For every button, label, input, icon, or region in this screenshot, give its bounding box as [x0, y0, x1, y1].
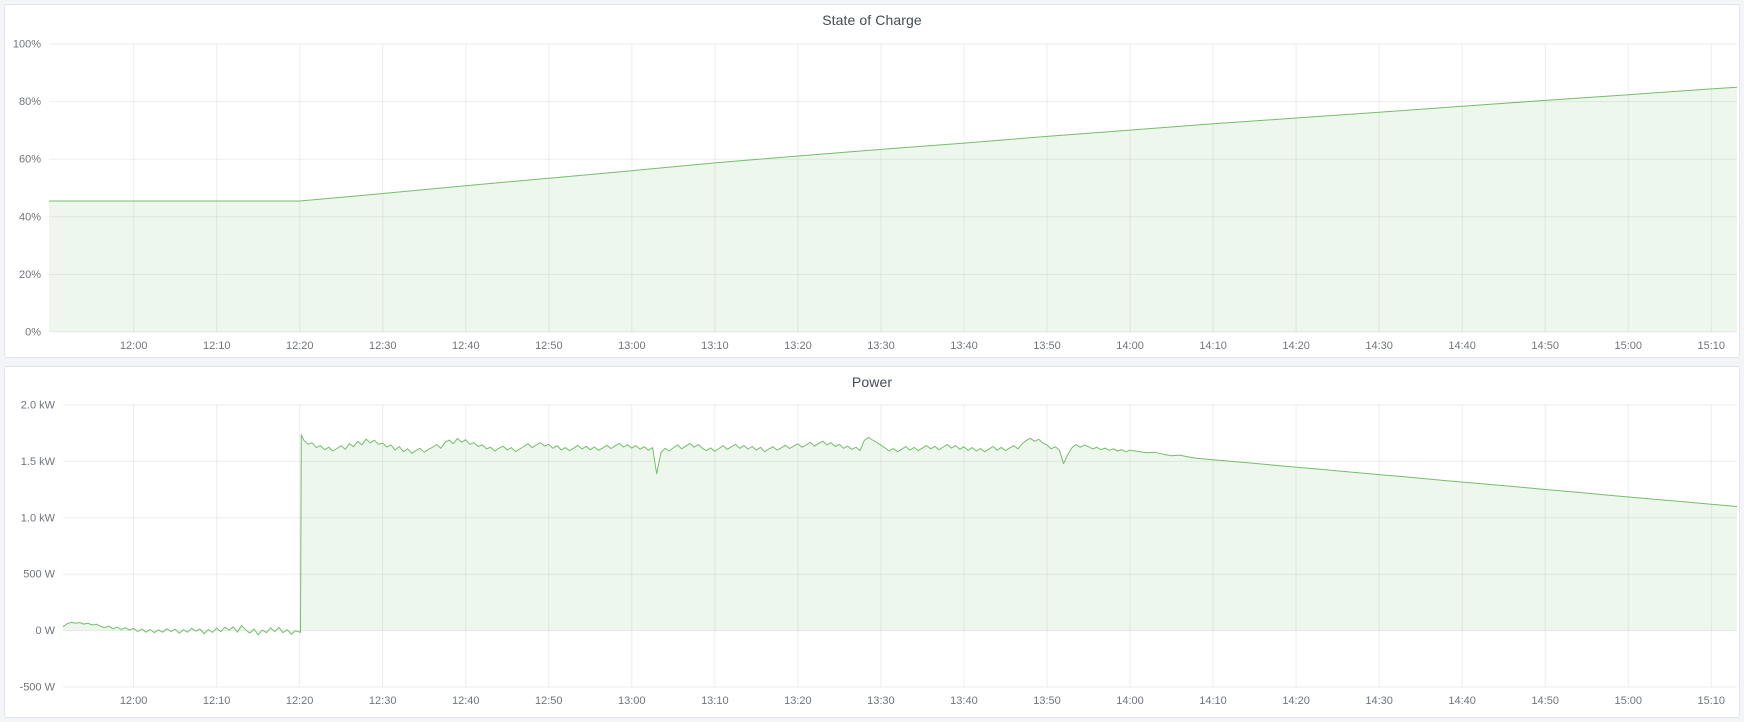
- x-tick-label: 14:20: [1282, 340, 1310, 352]
- x-tick-label: 12:00: [120, 695, 148, 707]
- x-tick-label: 13:00: [618, 340, 646, 352]
- x-tick-label: 13:50: [1033, 695, 1061, 707]
- x-tick-label: 13:40: [950, 340, 978, 352]
- y-tick-label: 0%: [25, 327, 41, 339]
- series-line: [49, 86, 1738, 202]
- y-tick-label: 0 W: [35, 625, 55, 637]
- x-tick-label: 12:00: [120, 340, 148, 352]
- x-tick-label: 15:10: [1697, 695, 1725, 707]
- y-tick-label: -500 W: [20, 682, 56, 694]
- x-tick-label: 15:00: [1614, 695, 1642, 707]
- x-tick-label: 12:10: [203, 695, 231, 707]
- x-tick-label: 13:50: [1033, 340, 1061, 352]
- x-tick-label: 13:30: [867, 695, 895, 707]
- x-tick-label: 12:40: [452, 340, 480, 352]
- x-tick-label: 14:40: [1448, 340, 1476, 352]
- x-tick-label: 12:50: [535, 340, 563, 352]
- x-tick-label: 14:50: [1531, 695, 1559, 707]
- x-tick-label: 13:20: [784, 340, 812, 352]
- y-tick-label: 60%: [19, 154, 41, 166]
- x-tick-label: 13:10: [701, 340, 729, 352]
- x-tick-label: 12:40: [452, 695, 480, 707]
- x-tick-label: 12:20: [286, 695, 314, 707]
- y-tick-label: 1.5 kW: [21, 456, 56, 468]
- x-tick-label: 12:30: [369, 340, 397, 352]
- x-tick-label: 14:30: [1365, 695, 1393, 707]
- x-tick-label: 12:10: [203, 340, 231, 352]
- y-tick-label: 100%: [13, 39, 41, 51]
- y-tick-label: 40%: [19, 211, 41, 223]
- panel-title[interactable]: Power: [851, 374, 893, 390]
- series-area-fill: [49, 87, 1737, 332]
- x-tick-label: 13:30: [867, 340, 895, 352]
- x-tick-label: 12:20: [286, 340, 314, 352]
- x-tick-label: 15:10: [1697, 340, 1725, 352]
- x-tick-label: 14:10: [1199, 695, 1227, 707]
- x-tick-label: 14:30: [1365, 340, 1393, 352]
- x-tick-label: 13:20: [784, 695, 812, 707]
- panel-state-of-charge: 0% 20% 40% 60% 80% 100% 12:00 12:10 12:20 12:30 12…: [4, 4, 1740, 358]
- x-tick-label: 14:40: [1448, 695, 1476, 707]
- panel-title[interactable]: State of Charge: [822, 12, 922, 28]
- x-tick-label: 14:00: [1116, 340, 1144, 352]
- y-tick-label: 500 W: [23, 569, 55, 581]
- panel-power: -500 W 0 W 500 W 1.0 kW 1.5 kW 2.0 kW 12:00 12:…: [4, 366, 1740, 718]
- x-tick-label: 15:00: [1614, 340, 1642, 352]
- series-line: [62, 434, 1738, 636]
- x-tick-label: 14:10: [1199, 340, 1227, 352]
- x-tick-label: 13:40: [950, 695, 978, 707]
- y-tick-label: 1.0 kW: [21, 512, 56, 524]
- y-tick-label: 2.0 kW: [21, 400, 56, 412]
- x-tick-label: 14:20: [1282, 695, 1310, 707]
- y-tick-label: 20%: [19, 269, 41, 281]
- x-tick-label: 14:00: [1116, 695, 1144, 707]
- soc-chart-canvas[interactable]: 0% 20% 40% 60% 80% 100% 12:00 12:10 12:20 12:30 12…: [5, 5, 1739, 357]
- series-area-fill: [63, 434, 1737, 635]
- x-tick-label: 14:50: [1531, 340, 1559, 352]
- x-tick-label: 13:10: [701, 695, 729, 707]
- x-tick-label: 12:50: [535, 695, 563, 707]
- power-chart-canvas[interactable]: -500 W 0 W 500 W 1.0 kW 1.5 kW 2.0 kW 12:00 12:…: [5, 367, 1739, 717]
- x-tick-label: 12:30: [369, 695, 397, 707]
- x-tick-label: 13:00: [618, 695, 646, 707]
- y-tick-label: 80%: [19, 96, 41, 108]
